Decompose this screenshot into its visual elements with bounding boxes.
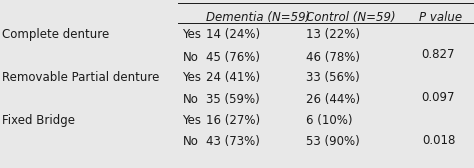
Text: Yes: Yes bbox=[182, 114, 201, 127]
Text: 43 (73%): 43 (73%) bbox=[206, 135, 260, 149]
Text: 45 (76%): 45 (76%) bbox=[206, 51, 260, 64]
Text: 14 (24%): 14 (24%) bbox=[206, 28, 260, 41]
Text: 13 (22%): 13 (22%) bbox=[306, 28, 360, 41]
Text: 33 (56%): 33 (56%) bbox=[306, 71, 359, 84]
Text: 0.097: 0.097 bbox=[422, 91, 455, 104]
Text: 35 (59%): 35 (59%) bbox=[206, 93, 260, 106]
Text: 16 (27%): 16 (27%) bbox=[206, 114, 260, 127]
Text: 0.827: 0.827 bbox=[422, 48, 455, 61]
Text: Complete denture: Complete denture bbox=[2, 28, 109, 41]
Text: Removable Partial denture: Removable Partial denture bbox=[2, 71, 160, 84]
Text: 6 (10%): 6 (10%) bbox=[306, 114, 352, 127]
Text: 0.018: 0.018 bbox=[422, 134, 455, 147]
Text: No: No bbox=[182, 93, 198, 106]
Text: Dementia (N=59): Dementia (N=59) bbox=[206, 11, 310, 24]
Text: Yes: Yes bbox=[182, 71, 201, 84]
Text: No: No bbox=[182, 51, 198, 64]
Text: Yes: Yes bbox=[182, 28, 201, 41]
Text: 24 (41%): 24 (41%) bbox=[206, 71, 260, 84]
Text: P value: P value bbox=[419, 11, 463, 24]
Text: 46 (78%): 46 (78%) bbox=[306, 51, 360, 64]
Text: Fixed Bridge: Fixed Bridge bbox=[2, 114, 75, 127]
Text: Control (N=59): Control (N=59) bbox=[306, 11, 395, 24]
Text: No: No bbox=[182, 135, 198, 149]
Text: 26 (44%): 26 (44%) bbox=[306, 93, 360, 106]
Text: 53 (90%): 53 (90%) bbox=[306, 135, 359, 149]
